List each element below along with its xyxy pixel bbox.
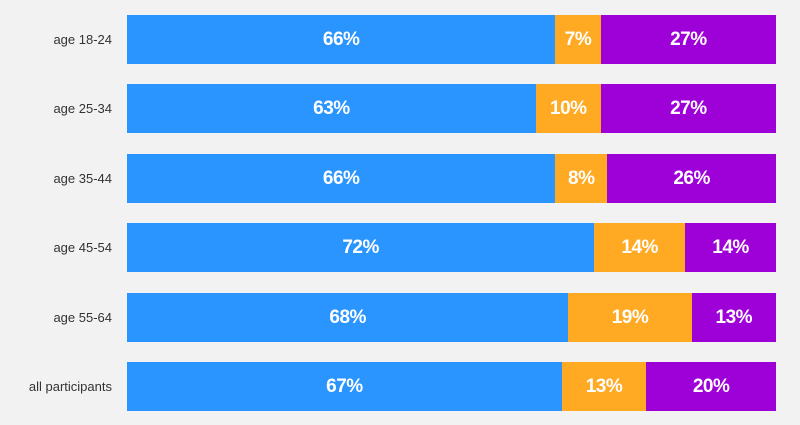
bar-row: age 35-44 66% 8% 26% (0, 154, 800, 203)
bar-segment: 7% (555, 15, 601, 64)
bar-segment: 27% (600, 84, 776, 133)
bar-segment: 26% (607, 154, 776, 203)
category-label: age 35-44 (53, 171, 112, 186)
bar-segment: 19% (568, 293, 692, 342)
bar-segment: 13% (691, 293, 776, 342)
bar-segment: 27% (600, 15, 776, 64)
category-label: age 18-24 (53, 32, 112, 47)
data-label: 67% (326, 375, 363, 397)
data-label: 27% (670, 28, 707, 50)
data-label: 14% (712, 236, 749, 258)
bar-segment: 14% (594, 223, 686, 272)
data-label: 66% (322, 28, 360, 50)
data-label: 27% (670, 97, 707, 119)
bar-segment: 63% (127, 84, 536, 133)
data-label: 26% (673, 167, 710, 189)
category-label: age 45-54 (53, 240, 112, 255)
stacked-bar: 66% 7% 27% (127, 15, 776, 64)
bar-segment: 14% (685, 223, 776, 272)
data-label: 19% (611, 306, 649, 328)
bar-segment: 68% (127, 293, 569, 342)
category-label: age 25-34 (53, 101, 112, 116)
stacked-bar: 63% 10% 27% (127, 84, 776, 133)
stacked-bar: 68% 19% 13% (127, 293, 776, 342)
bar-row: all participants 67% 13% 20% (0, 362, 800, 411)
stacked-bar: 67% 13% 20% (127, 362, 776, 411)
bar-segment: 67% (127, 362, 562, 411)
data-label: 66% (322, 167, 360, 189)
data-label: 13% (585, 375, 623, 397)
data-label: 8% (568, 167, 595, 189)
bar-segment: 66% (127, 15, 556, 64)
data-label: 72% (342, 236, 379, 258)
stacked-bar: 72% 14% 14% (127, 223, 776, 272)
data-label: 7% (564, 28, 592, 50)
data-label: 13% (715, 306, 753, 328)
bar-row: age 55-64 68% 19% 13% (0, 293, 800, 342)
data-label: 20% (692, 375, 730, 397)
bar-segment: 66% (127, 154, 556, 203)
data-label: 68% (329, 306, 366, 328)
bar-row: age 45-54 72% 14% 14% (0, 223, 800, 272)
bar-segment: 20% (646, 362, 776, 411)
bar-segment: 10% (535, 84, 601, 133)
category-label: all participants (28, 379, 112, 394)
stacked-bar: 66% 8% 26% (127, 154, 776, 203)
data-label: 63% (313, 97, 350, 119)
bar-segment: 72% (127, 223, 595, 272)
bar-segment: 13% (561, 362, 647, 411)
category-label: age 55-64 (53, 310, 112, 325)
bar-row: age 18-24 66% 7% 27% (0, 15, 800, 64)
bar-segment: 8% (555, 154, 608, 203)
data-label: 14% (621, 236, 658, 258)
bar-row: age 25-34 63% 10% 27% (0, 84, 800, 133)
data-label: 10% (550, 97, 587, 119)
